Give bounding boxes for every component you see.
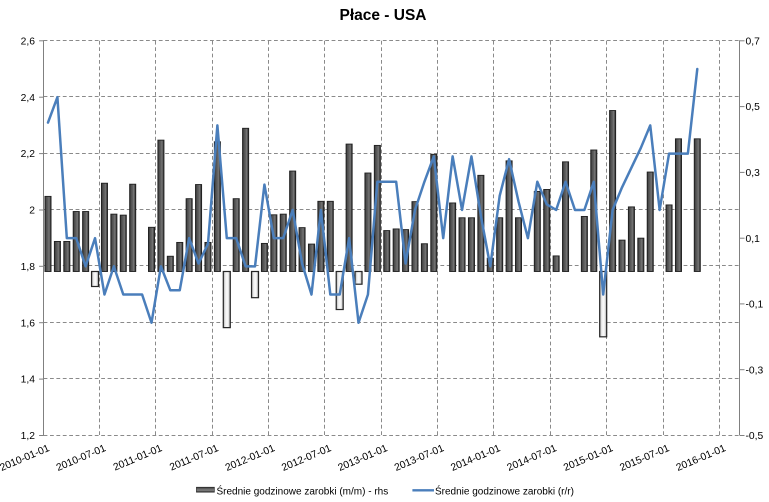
svg-text:0,5: 0,5 xyxy=(746,102,761,113)
svg-text:-0,3: -0,3 xyxy=(746,365,764,376)
svg-text:2,2: 2,2 xyxy=(21,149,36,160)
svg-text:Średnie godzinowe zarobki (m/m: Średnie godzinowe zarobki (m/m) - rhs xyxy=(217,484,389,497)
svg-text:Średnie godzinowe zarobki (r/r: Średnie godzinowe zarobki (r/r) xyxy=(435,484,574,497)
svg-text:2,4: 2,4 xyxy=(21,93,36,104)
svg-text:1,4: 1,4 xyxy=(21,375,36,386)
svg-text:0,3: 0,3 xyxy=(746,168,761,179)
svg-text:1,2: 1,2 xyxy=(21,431,36,442)
svg-text:2,6: 2,6 xyxy=(21,36,36,47)
svg-text:1,8: 1,8 xyxy=(21,262,36,273)
svg-text:0,7: 0,7 xyxy=(746,36,761,47)
svg-text:0,1: 0,1 xyxy=(746,234,761,245)
svg-text:-0,1: -0,1 xyxy=(746,300,764,311)
svg-text:-0,5: -0,5 xyxy=(746,431,764,442)
svg-text:Płace - USA: Płace - USA xyxy=(339,7,426,24)
svg-text:2: 2 xyxy=(29,206,35,217)
svg-text:1,6: 1,6 xyxy=(21,318,36,329)
